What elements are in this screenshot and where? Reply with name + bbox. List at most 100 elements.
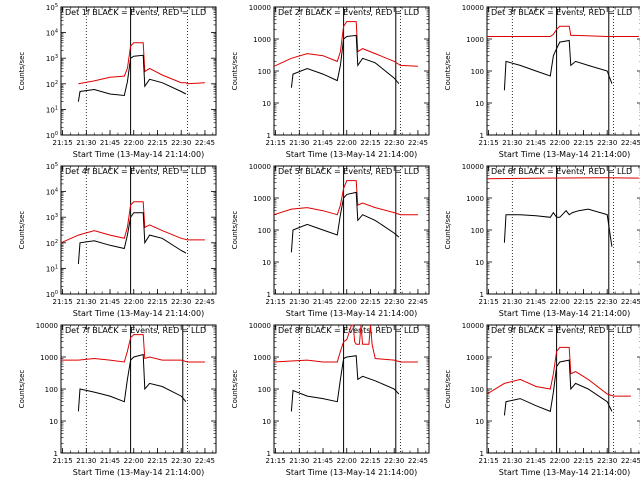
x-tick-label: 22:45 (621, 298, 640, 306)
x-tick-label: 21:30 (502, 298, 522, 306)
series-line-events (503, 359, 613, 416)
x-tick-label: 22:45 (195, 298, 215, 306)
x-tick-label: 22:30 (384, 298, 404, 306)
y-tick-label: 100 (258, 68, 271, 76)
y-tick-label: 10000 (462, 4, 484, 12)
chart-panel-9: Det 9f BLACK = Events, RED = LLD Counts/s… (444, 322, 640, 477)
y-tick-label: 102 (46, 80, 58, 89)
x-tick-label: 21:45 (313, 139, 333, 147)
x-tick-label: 22:00 (550, 298, 570, 306)
x-axis-label: Start Time (13-May-14 21:14:00) (499, 309, 630, 318)
y-tick-label: 10 (49, 418, 58, 426)
y-tick-label: 1 (480, 450, 484, 458)
series-line-events (290, 34, 400, 88)
series-line-lld (78, 42, 205, 85)
x-axis-label: Start Time (13-May-14 21:14:00) (73, 468, 204, 477)
series-line-events (77, 212, 187, 264)
y-tick-label: 1000 (466, 36, 484, 44)
chart-title: Det 9f BLACK = Events, RED = LLD (491, 326, 632, 335)
x-tick-label: 22:00 (337, 139, 357, 147)
x-tick-label: 22:00 (337, 298, 357, 306)
x-tick-label: 21:15 (52, 457, 72, 465)
y-tick-label: 1 (267, 132, 271, 140)
x-tick-label: 21:30 (76, 139, 96, 147)
y-tick-label: 10000 (36, 322, 58, 330)
x-axis-label: Start Time (13-May-14 21:14:00) (499, 468, 630, 477)
y-tick-label: 101 (46, 105, 58, 114)
plot-frame (273, 324, 430, 454)
x-tick-label: 22:45 (408, 139, 428, 147)
x-tick-label: 21:30 (76, 457, 96, 465)
chart-panel-2: Det 2f BLACK = Events, RED = LLD Counts/s… (231, 4, 430, 159)
y-tick-label: 102 (46, 239, 58, 248)
x-tick-label: 22:30 (597, 457, 617, 465)
y-tick-label: 100 (258, 227, 271, 235)
chart-title: Det 5f BLACK = Events, RED = LLD (278, 167, 419, 176)
series-line-events (77, 353, 187, 412)
y-tick-label: 1000 (253, 36, 271, 44)
y-tick-label: 100 (471, 227, 484, 235)
y-tick-label: 100 (46, 290, 58, 299)
y-tick-label: 1 (267, 291, 271, 299)
series-line-lld (486, 177, 639, 180)
x-tick-label: 22:15 (573, 457, 593, 465)
x-tick-label: 22:30 (171, 457, 191, 465)
y-tick-label: 103 (46, 213, 58, 222)
x-tick-label: 21:45 (526, 298, 546, 306)
y-tick-label: 1 (480, 132, 484, 140)
chart-title: Det 1f BLACK = Events, RED = LLD (65, 8, 206, 17)
x-tick-label: 22:15 (360, 457, 380, 465)
y-tick-label: 1 (54, 450, 58, 458)
x-tick-label: 22:30 (384, 139, 404, 147)
y-tick-label: 104 (46, 29, 58, 38)
chart-title: Det 4f BLACK = Events, RED = LLD (65, 167, 206, 176)
series-line-events (290, 191, 400, 253)
x-tick-label: 22:00 (124, 298, 144, 306)
x-tick-label: 21:30 (289, 298, 309, 306)
y-tick-label: 10 (475, 418, 484, 426)
y-tick-label: 10 (475, 100, 484, 108)
x-tick-label: 22:00 (550, 139, 570, 147)
chart-panel-3: Det 3f BLACK = Events, RED = LLD Counts/s… (444, 4, 640, 159)
x-axis-label: Start Time (13-May-14 21:14:00) (286, 468, 417, 477)
x-tick-label: 22:30 (171, 298, 191, 306)
y-tick-label: 10 (262, 100, 271, 108)
y-axis-label: Counts/sec (444, 211, 452, 250)
y-tick-label: 1000 (253, 354, 271, 362)
x-tick-label: 22:30 (171, 139, 191, 147)
plot-frame (60, 324, 217, 454)
chart-title: Det 7f BLACK = Events, RED = LLD (65, 326, 206, 335)
y-tick-label: 100 (471, 386, 484, 394)
x-tick-label: 21:45 (100, 298, 120, 306)
x-tick-label: 22:45 (195, 139, 215, 147)
series-line-lld (273, 324, 418, 363)
x-tick-label: 21:30 (76, 298, 96, 306)
plot-frame (273, 6, 430, 136)
x-tick-label: 21:45 (526, 457, 546, 465)
plot-frame (60, 165, 217, 295)
x-tick-label: 22:15 (147, 298, 167, 306)
y-tick-label: 1 (267, 450, 271, 458)
y-axis-label: Counts/sec (444, 370, 452, 409)
series-line-events (503, 208, 613, 247)
y-tick-label: 10 (262, 418, 271, 426)
y-tick-label: 1000 (253, 195, 271, 203)
y-tick-label: 101 (46, 264, 58, 273)
x-tick-label: 21:15 (52, 139, 72, 147)
y-tick-label: 10000 (249, 163, 271, 171)
x-tick-label: 21:45 (313, 457, 333, 465)
y-tick-label: 105 (46, 162, 58, 171)
y-tick-label: 10000 (462, 163, 484, 171)
chart-title: Det 6f BLACK = Events, RED = LLD (491, 167, 632, 176)
x-tick-label: 22:30 (597, 139, 617, 147)
y-tick-label: 100 (258, 386, 271, 394)
y-axis-label: Counts/sec (18, 52, 26, 91)
series-line-lld (273, 180, 418, 216)
chart-panel-8: Det 8f BLACK = Events, RED = LLD Counts/s… (231, 322, 430, 477)
x-tick-label: 22:45 (621, 457, 640, 465)
y-tick-label: 104 (46, 188, 58, 197)
series-line-events (503, 39, 613, 91)
y-tick-label: 10000 (462, 322, 484, 330)
chart-title: Det 2f BLACK = Events, RED = LLD (278, 8, 419, 17)
y-tick-label: 1 (480, 291, 484, 299)
